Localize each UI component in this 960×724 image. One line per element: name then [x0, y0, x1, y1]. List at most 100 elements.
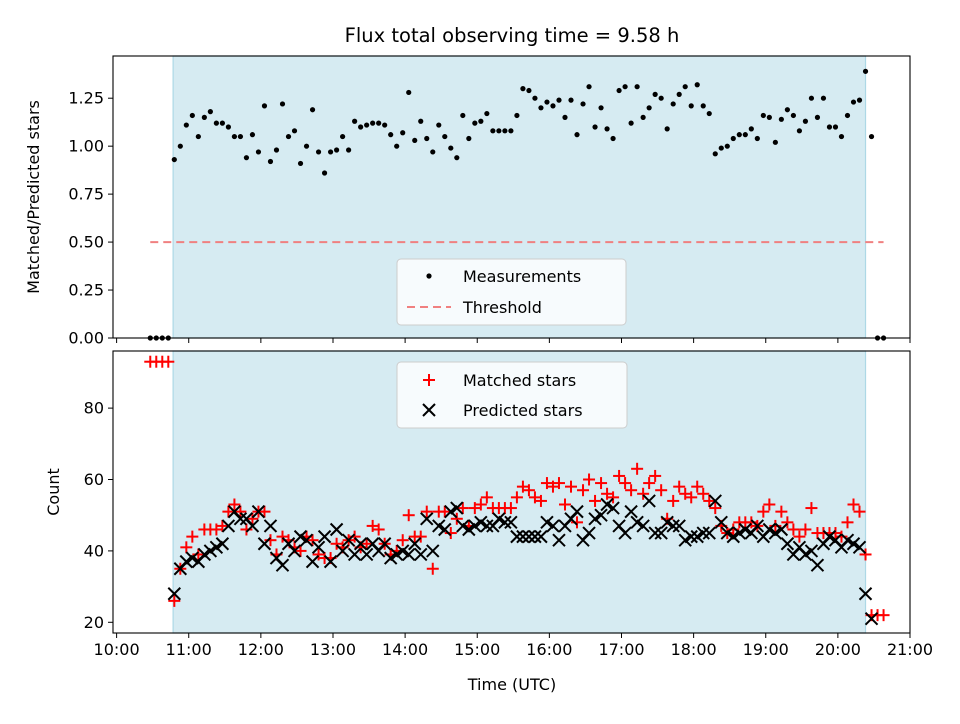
predicted-stars-point	[438, 522, 452, 537]
measurement-point	[309, 107, 316, 113]
x-tick-label: 15:00	[454, 640, 500, 659]
predicted-stars-point	[528, 529, 542, 544]
matched-stars-point	[703, 494, 716, 507]
matched-stars-point	[667, 494, 680, 507]
measurement-point	[796, 128, 803, 134]
predicted-stars-point	[696, 526, 710, 540]
predicted-stars-point	[618, 526, 632, 540]
predicted-stars-point	[323, 554, 338, 569]
measurement-point	[400, 130, 406, 136]
measurement-point	[472, 120, 478, 126]
x-tick-label: 10:00	[94, 640, 140, 659]
measurement-point	[484, 110, 490, 117]
matched-stars-point	[444, 527, 457, 540]
predicted-stars-point	[684, 529, 698, 544]
predicted-stars-point	[624, 504, 638, 519]
predicted-stars-point	[864, 612, 879, 626]
measurement-point	[754, 135, 760, 142]
matched-stars-point	[480, 491, 493, 504]
measurement-point	[730, 135, 736, 142]
measurement-point	[772, 139, 778, 145]
predicted-stars-point	[732, 526, 747, 540]
predicted-stars-point	[233, 512, 248, 526]
measurement-point	[856, 97, 863, 103]
predicted-stars-point	[335, 544, 350, 558]
chart-title: Flux total observing time = 9.58 h	[345, 24, 680, 47]
matched-stars-point	[402, 509, 415, 522]
measurement-point	[406, 89, 412, 96]
predicted-stars-point	[251, 504, 266, 519]
y-axis-ticks: 20 40 60 80	[84, 399, 113, 632]
measurement-point	[454, 155, 460, 161]
predicted-stars-point	[389, 547, 404, 562]
measurement-point	[333, 147, 340, 153]
predicted-stars-point	[396, 544, 410, 558]
predicted-stars-point	[468, 519, 482, 533]
matched-stars-point	[192, 548, 205, 561]
measurement-point	[688, 103, 694, 109]
measurement-point	[718, 145, 724, 151]
measurement-point	[646, 105, 652, 111]
legend-label-predicted-stars: Predicted stars	[463, 401, 583, 420]
measurement-point	[225, 124, 232, 130]
predicted-stars-point	[798, 547, 813, 562]
measurement-point	[267, 158, 274, 165]
legend-label-measurements: Measurements	[463, 267, 581, 286]
predicted-stars-point	[432, 519, 446, 533]
predicted-stars-point	[810, 558, 825, 572]
measurement-point	[820, 95, 827, 101]
measurement-point	[183, 122, 189, 128]
y-axis-ticks: 0.00 0.25 0.50 0.75 1.00 1.25	[68, 89, 113, 348]
x-tick-label: 21:00	[887, 640, 933, 659]
legend-box	[396, 258, 627, 326]
matched-stars-point	[727, 523, 740, 536]
predicted-stars-point	[654, 526, 668, 540]
measurement-point	[448, 145, 454, 151]
measurement-point	[207, 109, 213, 115]
matched-stars-point	[565, 480, 578, 493]
measurement-point	[544, 99, 550, 105]
predicted-stars-point	[582, 526, 596, 540]
legend: Matched stars Predicted stars	[396, 361, 628, 429]
predicted-stars-point	[420, 512, 434, 526]
matched-stars-point	[552, 477, 565, 490]
matched-stars-point	[504, 502, 517, 515]
predicted-stars-point	[594, 508, 608, 522]
predicted-stars-point	[720, 526, 734, 540]
matched-stars-point	[372, 523, 385, 536]
measurement-point	[520, 86, 526, 92]
matched-stars-point	[649, 469, 662, 482]
matched-stars-point	[534, 494, 547, 507]
measurement-point	[261, 103, 268, 109]
matched-stars-point	[366, 519, 379, 532]
predicted-stars-point	[636, 519, 650, 533]
matched-stars-point	[829, 527, 842, 540]
matched-stars-point	[306, 534, 319, 547]
measurement-point	[592, 124, 598, 130]
predicted-stars-point	[197, 547, 212, 562]
predicted-stars-point	[504, 515, 518, 530]
matched-stars-point	[763, 498, 776, 511]
matched-stars-point	[246, 512, 259, 525]
measurement-point	[201, 114, 207, 120]
measurement-point	[243, 155, 250, 161]
measurement-point	[814, 114, 821, 120]
measurement-point	[297, 160, 304, 167]
predicted-stars-point	[215, 537, 230, 551]
matched-stars-point	[847, 498, 860, 511]
predicted-stars-point	[588, 512, 602, 526]
matched-stars-point	[522, 484, 535, 497]
measurement-point	[352, 118, 358, 124]
predicted-stars-point	[708, 494, 722, 508]
predicted-stars-point	[402, 547, 416, 562]
predicted-stars-point	[552, 533, 566, 547]
predicted-stars-point	[203, 544, 218, 558]
measurement-point	[562, 114, 568, 120]
matched-stars-point	[180, 541, 193, 554]
measurement-point	[195, 133, 201, 140]
measurement-point	[868, 133, 875, 140]
measurement-point	[279, 101, 286, 107]
y-tick-label: 40	[84, 541, 104, 560]
measurement-point	[189, 112, 195, 119]
